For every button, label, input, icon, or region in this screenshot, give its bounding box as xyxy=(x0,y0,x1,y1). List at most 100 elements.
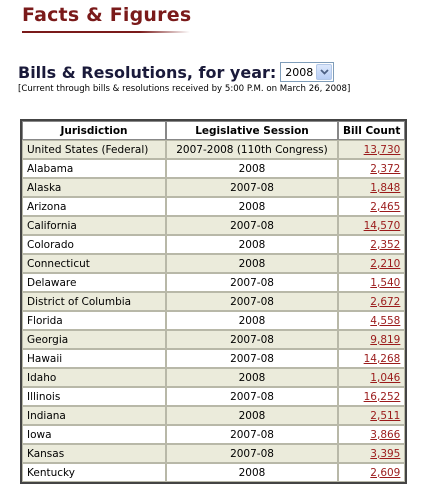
jurisdiction-cell: Illinois xyxy=(22,387,166,406)
bill-count-link[interactable]: 2,609 xyxy=(370,466,401,479)
chevron-down-icon xyxy=(320,69,329,75)
year-select[interactable]: 2008 xyxy=(280,62,335,82)
session-cell: 2008 xyxy=(166,406,338,425)
jurisdiction-cell: Georgia xyxy=(22,330,166,349)
bill-count-cell: 9,819 xyxy=(338,330,406,349)
table-row: Illinois 2007-08 16,252 xyxy=(22,387,406,406)
session-cell: 2008 xyxy=(166,159,338,178)
bill-count-cell: 14,570 xyxy=(338,216,406,235)
year-filter: Bills & Resolutions, for year: 2008 xyxy=(18,62,335,82)
bill-count-link[interactable]: 2,372 xyxy=(370,162,401,175)
bill-count-cell: 2,609 xyxy=(338,463,406,482)
jurisdiction-cell: Alaska xyxy=(22,178,166,197)
session-cell: 2007-08 xyxy=(166,330,338,349)
session-cell: 2008 xyxy=(166,368,338,387)
bill-count-link[interactable]: 2,465 xyxy=(370,200,401,213)
bill-count-cell: 3,866 xyxy=(338,425,406,444)
session-cell: 2008 xyxy=(166,311,338,330)
bill-count-link[interactable]: 2,672 xyxy=(370,295,401,308)
session-cell: 2007-08 xyxy=(166,425,338,444)
bill-count-link[interactable]: 4,558 xyxy=(370,314,401,327)
bill-count-link[interactable]: 1,848 xyxy=(370,181,401,194)
title-divider xyxy=(22,31,190,33)
session-cell: 2007-2008 (110th Congress) xyxy=(166,140,338,159)
jurisdiction-cell: Colorado xyxy=(22,235,166,254)
bill-count-cell: 14,268 xyxy=(338,349,406,368)
jurisdiction-cell: California xyxy=(22,216,166,235)
table-row: Iowa 2007-08 3,866 xyxy=(22,425,406,444)
jurisdiction-cell: Delaware xyxy=(22,273,166,292)
session-cell: 2007-08 xyxy=(166,273,338,292)
session-cell: 2007-08 xyxy=(166,178,338,197)
jurisdiction-cell: Arizona xyxy=(22,197,166,216)
table-row: Delaware 2007-08 1,540 xyxy=(22,273,406,292)
table-row: Alabama 2008 2,372 xyxy=(22,159,406,178)
bill-count-cell: 4,558 xyxy=(338,311,406,330)
bill-count-link[interactable]: 13,730 xyxy=(363,143,401,156)
bill-count-link[interactable]: 1,046 xyxy=(370,371,401,384)
session-cell: 2007-08 xyxy=(166,216,338,235)
jurisdiction-cell: Indiana xyxy=(22,406,166,425)
bill-count-cell: 16,252 xyxy=(338,387,406,406)
table-row: Alaska 2007-08 1,848 xyxy=(22,178,406,197)
bill-count-cell: 1,848 xyxy=(338,178,406,197)
bill-count-link[interactable]: 9,819 xyxy=(370,333,401,346)
bill-count-cell: 2,210 xyxy=(338,254,406,273)
bill-count-link[interactable]: 2,511 xyxy=(370,409,401,422)
column-header-session: Legislative Session xyxy=(166,121,338,140)
session-cell: 2008 xyxy=(166,463,338,482)
bill-count-link[interactable]: 2,352 xyxy=(370,238,401,251)
jurisdiction-cell: United States (Federal) xyxy=(22,140,166,159)
section-heading: Bills & Resolutions, for year: xyxy=(18,62,277,82)
jurisdiction-cell: District of Columbia xyxy=(22,292,166,311)
session-cell: 2008 xyxy=(166,197,338,216)
bill-count-link[interactable]: 14,268 xyxy=(363,352,401,365)
session-cell: 2007-08 xyxy=(166,349,338,368)
column-header-bill-count: Bill Count xyxy=(338,121,406,140)
bill-count-link[interactable]: 1,540 xyxy=(370,276,401,289)
bill-count-cell: 2,511 xyxy=(338,406,406,425)
data-currency-note: [Current through bills & resolutions rec… xyxy=(18,84,351,94)
bill-count-link[interactable]: 14,570 xyxy=(363,219,401,232)
table-row: Kentucky 2008 2,609 xyxy=(22,463,406,482)
table-row: United States (Federal) 2007-2008 (110th … xyxy=(22,140,406,159)
bill-count-cell: 2,372 xyxy=(338,159,406,178)
column-header-jurisdiction: Jurisdiction xyxy=(22,121,166,140)
jurisdiction-cell: Florida xyxy=(22,311,166,330)
table-row: Georgia 2007-08 9,819 xyxy=(22,330,406,349)
jurisdiction-cell: Iowa xyxy=(22,425,166,444)
session-cell: 2007-08 xyxy=(166,387,338,406)
jurisdiction-cell: Kansas xyxy=(22,444,166,463)
session-cell: 2007-08 xyxy=(166,292,338,311)
bill-count-link[interactable]: 16,252 xyxy=(363,390,401,403)
bill-count-table: Jurisdiction Legislative Session Bill Co… xyxy=(20,119,408,484)
bill-count-cell: 1,540 xyxy=(338,273,406,292)
jurisdiction-cell: Idaho xyxy=(22,368,166,387)
session-cell: 2008 xyxy=(166,254,338,273)
table-row: Colorado 2008 2,352 xyxy=(22,235,406,254)
jurisdiction-cell: Kentucky xyxy=(22,463,166,482)
table-row: Connecticut 2008 2,210 xyxy=(22,254,406,273)
year-dropdown-button[interactable] xyxy=(316,64,333,80)
bill-count-cell: 2,465 xyxy=(338,197,406,216)
bill-count-cell: 1,046 xyxy=(338,368,406,387)
table-row: Idaho 2008 1,046 xyxy=(22,368,406,387)
bill-count-link[interactable]: 3,866 xyxy=(370,428,401,441)
bill-count-cell: 3,395 xyxy=(338,444,406,463)
table-row: California 2007-08 14,570 xyxy=(22,216,406,235)
table-header-row: Jurisdiction Legislative Session Bill Co… xyxy=(22,121,406,140)
jurisdiction-cell: Alabama xyxy=(22,159,166,178)
bill-count-link[interactable]: 2,210 xyxy=(370,257,401,270)
page-title: Facts & Figures xyxy=(22,4,192,26)
table-row: Florida 2008 4,558 xyxy=(22,311,406,330)
bill-count-link[interactable]: 3,395 xyxy=(370,447,401,460)
jurisdiction-cell: Hawaii xyxy=(22,349,166,368)
jurisdiction-cell: Connecticut xyxy=(22,254,166,273)
table-row: District of Columbia 2007-08 2,672 xyxy=(22,292,406,311)
table-row: Arizona 2008 2,465 xyxy=(22,197,406,216)
bill-count-cell: 2,672 xyxy=(338,292,406,311)
bill-count-cell: 2,352 xyxy=(338,235,406,254)
bill-count-cell: 13,730 xyxy=(338,140,406,159)
table-row: Kansas 2007-08 3,395 xyxy=(22,444,406,463)
table-row: Hawaii 2007-08 14,268 xyxy=(22,349,406,368)
